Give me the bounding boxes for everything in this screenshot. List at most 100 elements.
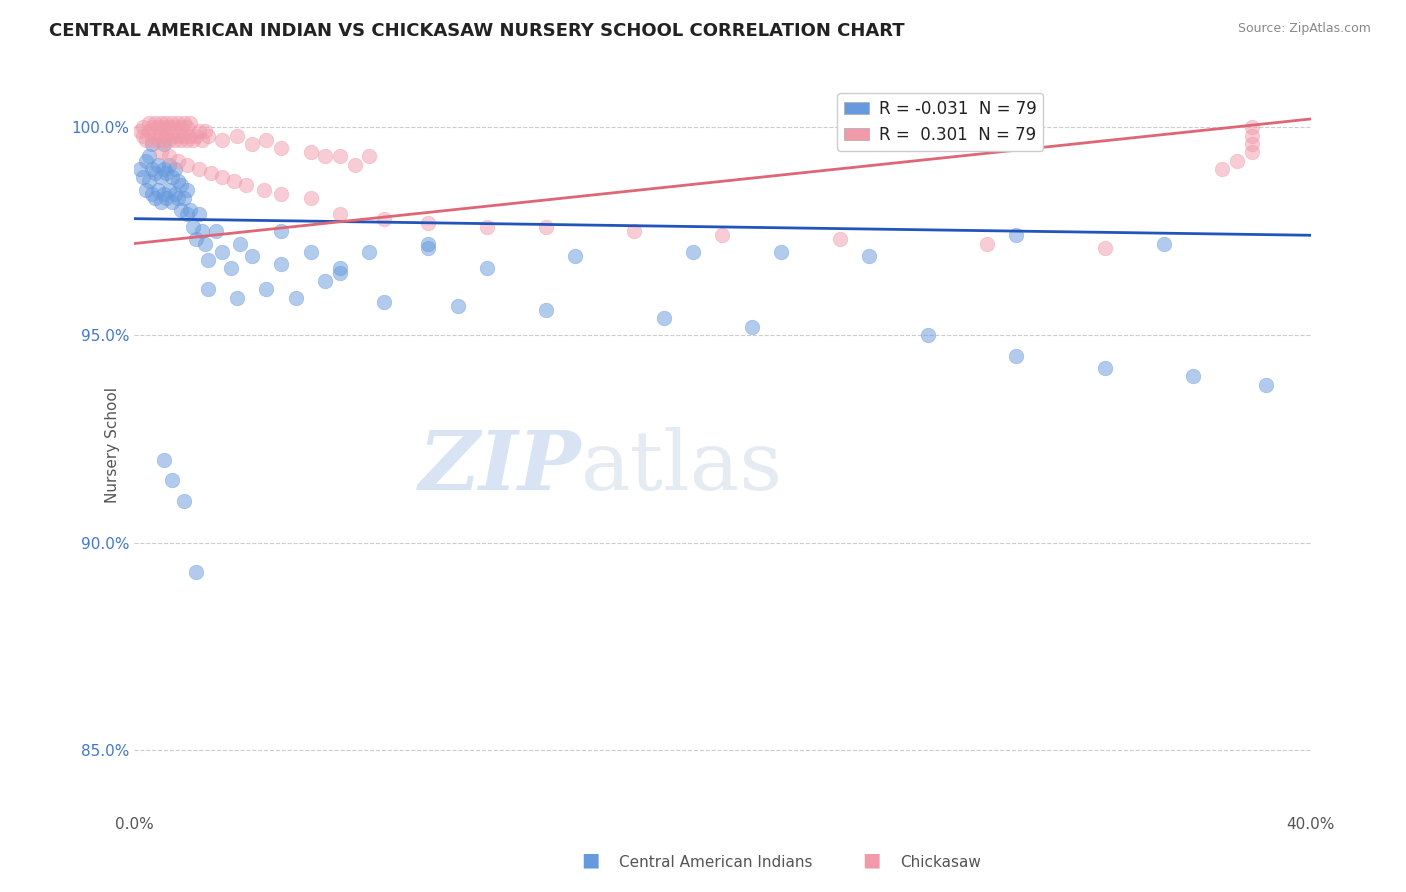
Point [165,120,187,135]
Point [146,158,169,172]
Point [167,153,190,168]
Point [165,161,187,176]
Point [1240,136,1263,151]
Point [155,128,177,143]
Point [173,128,195,143]
Point [270,141,292,155]
Point [211,170,233,185]
Point [138,174,160,188]
Point [152,136,174,151]
Point [138,124,160,138]
Point [446,299,468,313]
Point [165,186,187,201]
Point [170,120,193,135]
Point [187,207,209,221]
Point [152,120,174,135]
Point [152,452,174,467]
Point [1153,236,1175,251]
Point [373,294,395,309]
Point [162,116,184,130]
Point [1256,377,1278,392]
Point [149,128,172,143]
Point [194,124,217,138]
Point [152,133,174,147]
Point [741,319,763,334]
Point [299,244,322,259]
Point [184,128,207,143]
Point [146,183,169,197]
Point [190,224,212,238]
Point [373,211,395,226]
Point [194,236,217,251]
Point [475,261,498,276]
Point [138,149,160,163]
Point [299,191,322,205]
Text: ■: ■ [581,851,600,870]
Point [623,224,645,238]
Point [205,224,228,238]
Point [146,133,169,147]
Point [132,170,155,185]
Point [176,207,198,221]
Point [1094,361,1116,376]
Point [475,219,498,234]
Point [187,124,209,138]
Point [162,128,184,143]
Point [173,116,195,130]
Point [135,153,157,168]
Point [343,158,366,172]
Point [211,244,233,259]
Point [167,174,190,188]
Text: Chickasaw: Chickasaw [900,855,981,870]
Point [157,120,180,135]
Point [564,249,586,263]
Point [711,228,734,243]
Point [329,207,352,221]
Point [197,128,219,143]
Point [359,244,381,259]
Point [149,170,172,185]
Point [135,183,157,197]
Point [129,124,152,138]
Point [534,303,557,318]
Point [418,236,440,251]
Point [157,158,180,172]
Text: ■: ■ [862,851,882,870]
Point [167,191,190,205]
Text: Source: ZipAtlas.com: Source: ZipAtlas.com [1237,22,1371,36]
Point [143,128,166,143]
Point [155,116,177,130]
Point [162,170,184,185]
Point [181,133,204,147]
Point [157,133,180,147]
Point [170,133,193,147]
Point [184,232,207,246]
Point [229,236,252,251]
Point [129,161,152,176]
Text: Central American Indians: Central American Indians [619,855,813,870]
Point [197,282,219,296]
Point [1240,120,1263,135]
Point [200,166,222,180]
Point [329,266,352,280]
Point [184,565,207,579]
Point [240,136,263,151]
Point [143,191,166,205]
Point [149,116,172,130]
Point [770,244,793,259]
Point [141,186,163,201]
Point [270,224,292,238]
Point [167,128,190,143]
Text: ZIP: ZIP [419,427,581,507]
Point [170,178,193,193]
Point [858,249,880,263]
Point [162,194,184,209]
Point [418,216,440,230]
Point [181,219,204,234]
Point [299,145,322,160]
Point [256,133,278,147]
Point [141,120,163,135]
Point [167,116,190,130]
Point [138,116,160,130]
Point [219,261,242,276]
